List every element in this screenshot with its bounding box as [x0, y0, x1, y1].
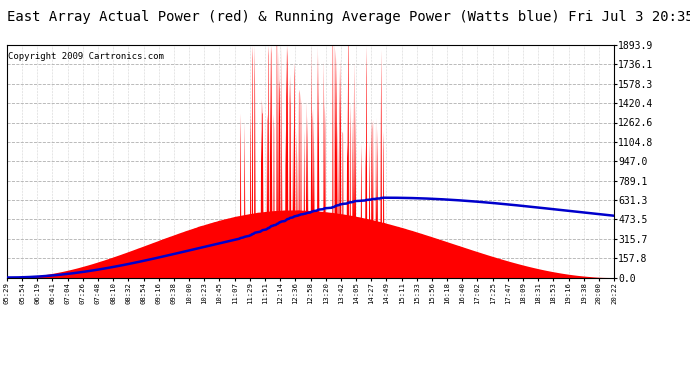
Text: Copyright 2009 Cartronics.com: Copyright 2009 Cartronics.com: [8, 52, 164, 61]
Text: East Array Actual Power (red) & Running Average Power (Watts blue) Fri Jul 3 20:: East Array Actual Power (red) & Running …: [7, 10, 690, 24]
